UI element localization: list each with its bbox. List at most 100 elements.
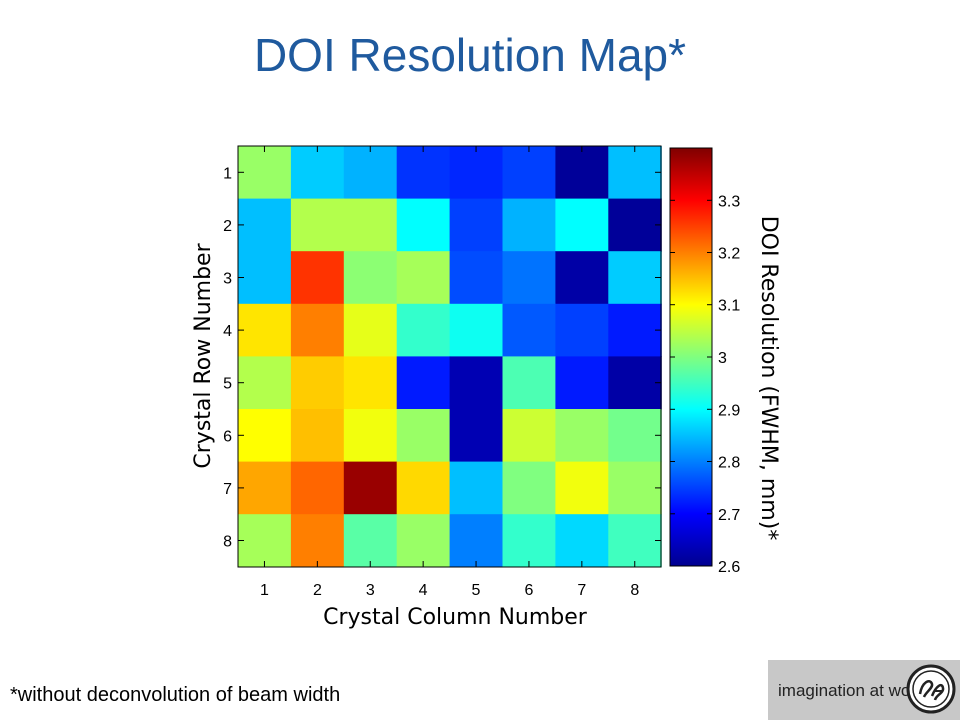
- heatmap-cell: [396, 461, 451, 515]
- heatmap-cell: [449, 514, 504, 568]
- y-tick-label: 8: [223, 534, 232, 551]
- heatmap-cell: [449, 409, 504, 463]
- ge-monogram-icon: GE: [906, 664, 956, 714]
- heatmap-cell: [396, 356, 451, 410]
- y-tick-label: 6: [223, 428, 232, 445]
- heatmap-cell: [608, 251, 662, 305]
- heatmap-cell: [343, 146, 398, 200]
- heatmap-cell: [290, 356, 345, 410]
- x-axis-label: Crystal Column Number: [323, 605, 588, 630]
- colorbar: [669, 147, 713, 567]
- heatmap-cell: [555, 251, 609, 305]
- heatmap-cell: [396, 303, 451, 357]
- colorbar-tick-label: 3.1: [718, 298, 740, 315]
- heatmap-cell: [238, 146, 292, 200]
- heatmap-cell: [343, 251, 398, 305]
- heatmap-cell: [502, 251, 556, 305]
- heatmap-cell: [555, 146, 609, 200]
- heatmap-cell: [449, 251, 504, 305]
- heatmap-cell: [555, 303, 609, 357]
- heatmap-cell: [238, 514, 292, 568]
- heatmap-cell: [343, 461, 398, 515]
- heatmap-cell: [238, 198, 292, 252]
- heatmap-cell: [290, 461, 345, 515]
- heatmap-cell: [396, 251, 451, 305]
- heatmap-cell: [343, 198, 398, 252]
- heatmap-cell: [502, 303, 556, 357]
- x-tick-label: 1: [260, 582, 269, 599]
- colorbar-tick-label: 2.6: [718, 559, 740, 576]
- heatmap-cell: [396, 514, 451, 568]
- heatmap-cell: [290, 514, 345, 568]
- heatmap-cell: [608, 514, 662, 568]
- x-tick-label: 5: [472, 582, 481, 599]
- heatmap-cell: [343, 303, 398, 357]
- page-title: DOI Resolution Map*: [253, 29, 687, 81]
- heatmap-cell: [290, 251, 345, 305]
- heatmap-cell: [608, 146, 662, 200]
- heatmap-cell: [343, 514, 398, 568]
- heatmap-cell: [238, 409, 292, 463]
- heatmap-cell: [608, 409, 662, 463]
- heatmap-cell: [343, 409, 398, 463]
- heatmap-cell: [238, 303, 292, 357]
- x-tick-label: 2: [313, 582, 322, 599]
- heatmap-cell: [290, 303, 345, 357]
- x-tick-label: 4: [419, 582, 428, 599]
- colorbar-tick-label: 3.2: [718, 246, 740, 263]
- axis-ticks: 1 2 3 4 5 6 7 8 1 2 3 4 5 6 7 8: [223, 146, 661, 599]
- colorbar-tick-label: 2.7: [718, 507, 740, 524]
- heatmap-cell: [449, 356, 504, 410]
- heatmap-cell: [502, 356, 556, 410]
- heatmap-cell: [502, 146, 556, 200]
- colorbar-label: DOI Resolution (FWHM, mm)*: [756, 216, 781, 541]
- colorbar-tick-label: 3: [718, 350, 727, 367]
- heatmap-cell: [502, 461, 556, 515]
- heatmap-cell: [608, 198, 662, 252]
- y-axis-label: Crystal Row Number: [191, 242, 216, 468]
- heatmap-cell: [555, 461, 609, 515]
- heatmap-cell: [396, 146, 451, 200]
- x-tick-label: 8: [630, 582, 639, 599]
- colorbar-tick-label: 2.9: [718, 402, 740, 419]
- heatmap-cell: [555, 514, 609, 568]
- heatmap-cell: [502, 514, 556, 568]
- heatmap-cell: [555, 356, 609, 410]
- heatmap-chart: 1 2 3 4 5 6 7 8 1 2 3 4 5 6 7 8 Crystal Column Number C…: [191, 145, 781, 630]
- heatmap-cell: [396, 198, 451, 252]
- y-tick-label: 3: [223, 271, 232, 288]
- heatmap-cell: [238, 356, 292, 410]
- y-tick-label: 7: [223, 481, 232, 498]
- heatmap-cell: [608, 461, 662, 515]
- logo-tagline: imagination at work: [778, 681, 925, 700]
- heatmap-cell: [396, 409, 451, 463]
- y-tick-label: 2: [223, 218, 232, 235]
- heatmap-cell: [449, 198, 504, 252]
- heatmap-cell: [502, 409, 556, 463]
- ge-logo: imagination at work GE: [768, 660, 960, 720]
- x-tick-label: 3: [366, 582, 375, 599]
- heatmap-cell: [290, 409, 345, 463]
- heatmap-cell: [449, 303, 504, 357]
- heatmap-cell: [343, 356, 398, 410]
- y-tick-label: 4: [223, 323, 232, 340]
- heatmap-cell: [502, 198, 556, 252]
- heatmap-cell: [238, 461, 292, 515]
- colorbar-tick-label: 3.3: [718, 193, 740, 210]
- x-tick-label: 7: [577, 582, 586, 599]
- heatmap-cell: [449, 146, 504, 200]
- heatmap-cell: [608, 356, 662, 410]
- heatmap-cell: [555, 198, 609, 252]
- heatmap-cell: [449, 461, 504, 515]
- plot-frame: [237, 145, 662, 568]
- heatmap-cell: [555, 409, 609, 463]
- y-tick-label: 1: [223, 165, 232, 182]
- x-tick-label: 6: [525, 582, 534, 599]
- y-tick-label: 5: [223, 376, 232, 393]
- colorbar-tick-label: 2.8: [718, 455, 740, 472]
- heatmap-cell: [238, 251, 292, 305]
- heatmap-cell: [290, 146, 345, 200]
- footnote: *without deconvolution of beam width: [10, 684, 341, 706]
- heatmap-cell: [608, 303, 662, 357]
- colorbar-ticks: 2.6 2.7 2.8 2.9 3 3.1 3.2 3.3: [670, 193, 740, 576]
